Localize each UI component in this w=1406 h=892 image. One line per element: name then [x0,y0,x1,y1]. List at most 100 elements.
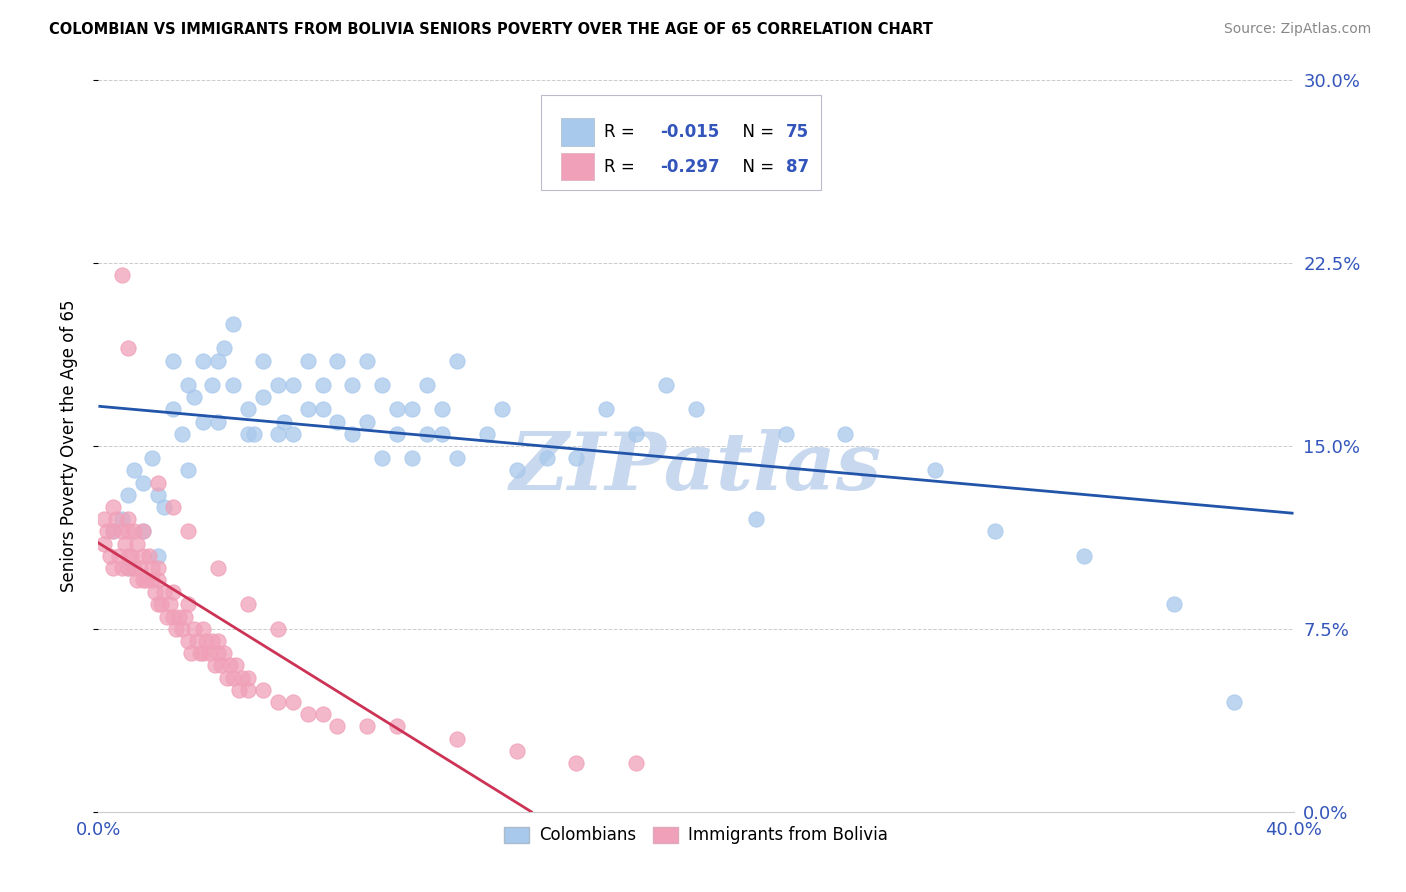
Point [207,646,229,660]
Point [446,731,468,746]
Point [111,268,134,283]
Point [1163,598,1185,612]
Point [506,744,529,758]
Point [297,353,319,368]
Point [401,451,423,466]
Point [430,402,453,417]
Point [180,646,202,660]
Point [117,561,139,575]
Text: -0.297: -0.297 [661,158,720,176]
Point [222,671,245,685]
Point [162,609,184,624]
Point [745,512,768,526]
Point [201,378,224,392]
Point [281,426,304,441]
Point [267,426,290,441]
Point [430,426,453,441]
Point [141,561,163,575]
Text: Source: ZipAtlas.com: Source: ZipAtlas.com [1223,22,1371,37]
Point [177,378,200,392]
Point [281,695,304,709]
Point [231,671,253,685]
Point [236,426,259,441]
Point [132,573,155,587]
Point [111,561,134,575]
Point [297,402,319,417]
Point [243,426,266,441]
Point [167,609,190,624]
Point [177,524,200,539]
Point [129,561,152,575]
Text: 87: 87 [786,158,808,176]
Point [311,402,333,417]
Point [215,671,238,685]
Point [1223,695,1246,709]
Point [162,585,184,599]
Point [188,646,211,660]
Point [141,573,163,587]
Point [159,598,181,612]
Point [135,573,157,587]
Point [311,707,333,722]
Point [446,353,468,368]
Point [138,549,160,563]
Point [177,598,200,612]
Point [132,549,155,563]
Point [356,415,378,429]
Point [212,646,235,660]
Point [326,415,349,429]
Point [114,536,136,550]
Point [186,634,208,648]
Point [565,756,588,770]
Point [225,658,247,673]
Point [212,342,235,356]
Point [117,561,139,575]
Point [595,402,617,417]
Point [174,609,197,624]
Text: N =: N = [733,123,779,141]
Point [565,134,588,148]
Point [207,561,229,575]
Text: COLOMBIAN VS IMMIGRANTS FROM BOLIVIA SENIORS POVERTY OVER THE AGE OF 65 CORRELAT: COLOMBIAN VS IMMIGRANTS FROM BOLIVIA SEN… [49,22,934,37]
Point [385,426,409,441]
Point [165,622,187,636]
Point [356,719,378,733]
Point [371,378,394,392]
Point [120,549,142,563]
Point [655,378,678,392]
Point [506,463,529,477]
Point [111,524,134,539]
Point [105,512,128,526]
Text: N =: N = [733,158,779,176]
Point [93,536,115,550]
Text: R =: R = [605,123,640,141]
Point [204,658,226,673]
Point [207,353,229,368]
Point [356,353,378,368]
Point [281,378,304,392]
Point [401,402,423,417]
Point [93,512,115,526]
Point [198,646,221,660]
Point [172,426,194,441]
Point [267,695,290,709]
Text: ZIPatlas: ZIPatlas [510,429,882,507]
Point [148,573,170,587]
Point [685,402,707,417]
Point [156,609,179,624]
Point [103,561,125,575]
Point [153,500,176,514]
Point [191,622,214,636]
Text: -0.015: -0.015 [661,123,720,141]
Legend: Colombians, Immigrants from Bolivia: Colombians, Immigrants from Bolivia [498,820,894,851]
Point [117,512,139,526]
Point [326,719,349,733]
Point [148,475,170,490]
Point [117,549,139,563]
Point [162,353,184,368]
Point [148,488,170,502]
Point [117,524,139,539]
Point [252,353,274,368]
Point [143,585,166,599]
Point [491,402,513,417]
